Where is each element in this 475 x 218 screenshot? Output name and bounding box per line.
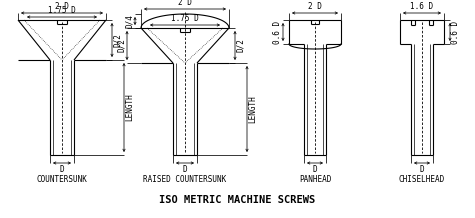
Text: 0.6 D: 0.6 D: [273, 20, 282, 44]
Text: D: D: [420, 165, 424, 174]
Text: COUNTERSUNK: COUNTERSUNK: [37, 175, 87, 184]
Text: 2 D: 2 D: [308, 2, 322, 11]
Text: D: D: [60, 165, 64, 174]
Text: 0.6 D: 0.6 D: [451, 20, 460, 44]
Text: LENGTH: LENGTH: [125, 94, 134, 121]
Text: D: D: [183, 165, 187, 174]
Text: ISO METRIC MACHINE SCREWS: ISO METRIC MACHINE SCREWS: [159, 195, 315, 205]
Text: 1.75 D: 1.75 D: [48, 6, 76, 15]
Text: 1.6 D: 1.6 D: [410, 2, 434, 11]
Text: D/4: D/4: [125, 14, 134, 28]
Text: D: D: [313, 165, 317, 174]
Text: D/2: D/2: [117, 39, 126, 53]
Text: 1.75 D: 1.75 D: [171, 14, 199, 23]
Text: D/2: D/2: [236, 39, 245, 53]
Text: 2 D: 2 D: [55, 2, 69, 11]
Text: CHISELHEAD: CHISELHEAD: [399, 175, 445, 184]
Text: RAISED COUNTERSUNK: RAISED COUNTERSUNK: [143, 175, 227, 184]
Text: PANHEAD: PANHEAD: [299, 175, 331, 184]
Text: 2 D: 2 D: [178, 0, 192, 7]
Text: LENGTH: LENGTH: [248, 95, 257, 123]
Text: D/2: D/2: [113, 33, 122, 47]
